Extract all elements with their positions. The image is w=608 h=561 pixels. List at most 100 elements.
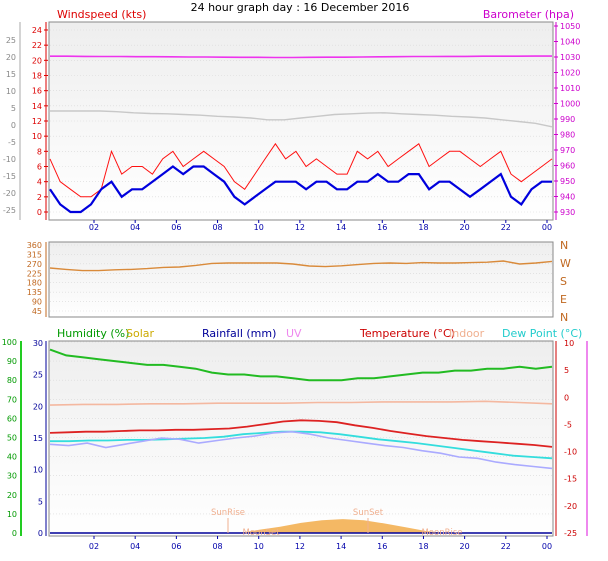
x-tick-label: 04 [130, 542, 140, 551]
indoor-line [50, 110, 553, 128]
barometer-tick-label: 1000 [560, 100, 580, 109]
x-tick-label: 10 [254, 223, 264, 232]
barometer-tick-label: 990 [560, 115, 575, 124]
barometer-tick-label: 950 [560, 177, 575, 186]
direction-series [49, 260, 553, 272]
windspeed-tick-label: 14 [32, 102, 42, 111]
outer-tick-label: 5 [11, 104, 16, 113]
moonrise-label: MoonRise [421, 528, 462, 538]
direction-tick-label: 270 [27, 260, 42, 269]
outer-tick-label: -15 [3, 172, 16, 181]
wind-panel-background [48, 21, 554, 221]
x-tick-label: 18 [418, 542, 428, 551]
temperature-axis: 10 5 0 -5 -10 -15 -20 -25 [555, 339, 588, 538]
x-tick-label: 20 [460, 223, 470, 232]
compass-tick-label: N [560, 311, 568, 324]
compass-tick-label: W [560, 257, 571, 270]
direction-line [49, 260, 553, 272]
windspeed-tick-label: 0 [37, 208, 42, 217]
sunrise-label: SunRise [211, 508, 245, 518]
rainfall-tick-label: 10 [33, 466, 43, 475]
temperature-tick-label: -5 [564, 420, 572, 429]
humidity-tick-label: 100 [2, 338, 17, 347]
barometer-tick-label: 1030 [560, 53, 580, 62]
rainfall-tick-label: 0 [38, 529, 43, 538]
windspeed-tick-label: 6 [37, 163, 42, 172]
sunset-label: SunSet [353, 508, 384, 518]
x-tick-label: 14 [336, 542, 346, 551]
temperature-tick-label: -20 [564, 502, 577, 511]
rainfall-tick-label: 15 [33, 434, 43, 443]
climate-x-axis: 02 04 06 08 10 12 14 16 18 20 22 00 [89, 536, 552, 551]
indoor-label: Indoor [449, 327, 485, 340]
outer-tick-label: 10 [6, 87, 16, 96]
humidity-tick-label: 10 [7, 510, 17, 519]
dew-point-label: Dew Point (°C) [502, 327, 582, 340]
rainfall-tick-label: 30 [33, 339, 43, 348]
outer-tick-label: -10 [3, 155, 16, 164]
barometer-tick-label: 980 [560, 131, 575, 140]
uv-label: UV [286, 327, 302, 340]
windspeed-tick-label: 18 [32, 72, 42, 81]
x-tick-label: 06 [171, 223, 181, 232]
windspeed-tick-label: 20 [32, 56, 42, 65]
temperature-tick-label: -15 [564, 475, 577, 484]
humidity-tick-label: 20 [7, 491, 17, 500]
direction-tick-label: 225 [27, 269, 42, 278]
temperature-tick-label: 5 [564, 366, 569, 375]
x-tick-label: 02 [89, 542, 99, 551]
x-tick-label: 22 [501, 542, 511, 551]
direction-panel-background [48, 241, 554, 318]
windspeed-tick-label: 2 [37, 193, 42, 202]
solar-label: Solar [126, 327, 155, 340]
compass-tick-label: S [560, 275, 567, 288]
rainfall-tick-label: 20 [33, 402, 43, 411]
barometer-tick-label: 930 [560, 208, 575, 217]
humidity-tick-label: 90 [7, 357, 17, 366]
x-tick-label: 00 [542, 542, 552, 551]
rainfall-tick-label: 5 [38, 497, 43, 506]
outer-tick-label: 0 [11, 121, 16, 130]
x-tick-label: 22 [501, 223, 511, 232]
direction-tick-label: 90 [32, 298, 42, 307]
wind-series [49, 55, 553, 214]
barometer-tick-label: 970 [560, 146, 575, 155]
outer-tick-label: -5 [8, 138, 16, 147]
humidity-tick-label: 40 [7, 453, 17, 462]
compass-tick-label: E [560, 293, 567, 306]
temperature-tick-label: 0 [564, 393, 569, 402]
humidity-tick-label: 0 [12, 529, 17, 538]
barometer-tick-label: 1050 [560, 22, 580, 31]
windspeed-tick-label: 10 [32, 132, 42, 141]
x-tick-label: 08 [212, 223, 222, 232]
barometer-tick-label: 1040 [560, 38, 580, 47]
temperature-tick-label: -10 [564, 448, 577, 457]
x-tick-label: 18 [418, 223, 428, 232]
humidity-label: Humidity (%) [57, 327, 129, 340]
outer-tick-label: -25 [3, 206, 16, 215]
x-tick-label: 16 [377, 223, 387, 232]
outer-tick-label: 20 [6, 53, 16, 62]
windspeed-label: Windspeed (kts) [57, 8, 146, 21]
windspeed-tick-label: 22 [32, 41, 42, 50]
x-tick-label: 04 [130, 223, 140, 232]
x-tick-label: 16 [377, 542, 387, 551]
barometer-tick-label: 940 [560, 193, 575, 202]
barometer-axis: 1050 1040 1030 1020 1010 1000 990 980 970 960 950 9… [554, 22, 580, 220]
barometer-label: Barometer (hpa) [483, 8, 574, 21]
direction-tick-label: 135 [27, 288, 42, 297]
rainfall-tick-label: 25 [33, 371, 43, 380]
wind-x-axis: 02 04 06 08 10 12 14 16 18 20 22 00 [89, 220, 552, 232]
x-tick-label: 08 [212, 542, 222, 551]
outer-tick-label: 15 [6, 70, 16, 79]
windspeed-tick-label: 16 [32, 87, 42, 96]
indoor_temp-line [49, 400, 553, 406]
chart-title: 24 hour graph day : 16 December 2016 [191, 1, 410, 14]
rainfall-axis: 30 25 20 15 10 5 0 [33, 339, 47, 538]
humidity-tick-label: 50 [7, 434, 17, 443]
humidity-tick-label: 70 [7, 395, 17, 404]
